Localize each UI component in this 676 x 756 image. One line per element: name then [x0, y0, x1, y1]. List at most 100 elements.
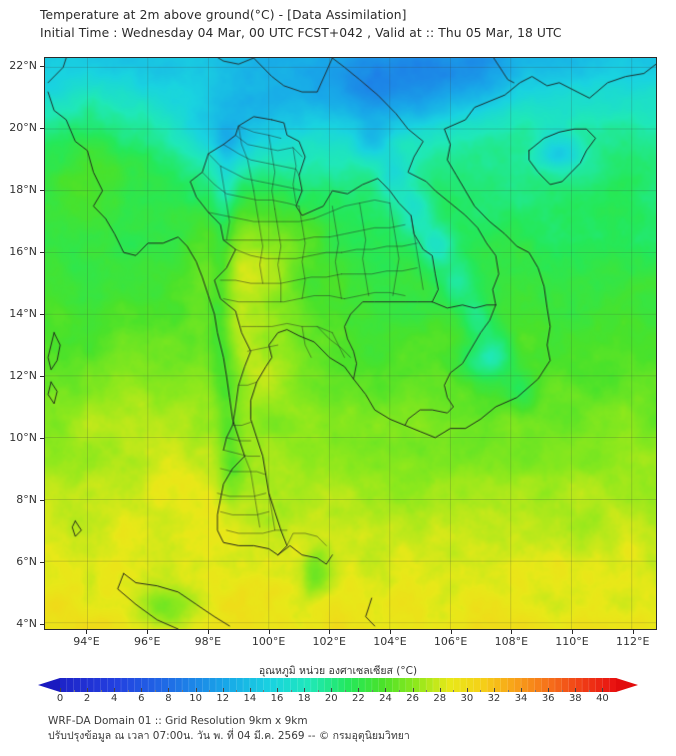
colorbar-tick-mark: [602, 688, 604, 692]
colorbar-minor-tick-mark: [399, 690, 401, 692]
longitude-tick-label: 94°E: [73, 635, 100, 648]
longitude-tick-label: 112°E: [615, 635, 650, 648]
colorbar-tick-mark: [168, 688, 170, 692]
longitude-tick-label: 106°E: [433, 635, 468, 648]
longitude-tick-mark: [86, 630, 88, 634]
colorbar-minor-tick-mark: [453, 690, 455, 692]
longitude-tick-mark: [207, 630, 209, 634]
colorbar-tick-label: 40: [596, 693, 609, 704]
latitude-tick-label: 10°N: [9, 430, 37, 444]
colorbar-tick-mark: [304, 688, 306, 692]
map-plot-area[interactable]: [44, 57, 657, 630]
colorbar-minor-tick-mark: [263, 690, 265, 692]
longitude-tick-label: 108°E: [494, 635, 529, 648]
longitude-tick-label: 96°E: [133, 635, 161, 648]
colorbar-tick-label: 20: [324, 693, 338, 704]
colorbar-minor-tick-mark: [534, 690, 536, 692]
colorbar-tick-label: 26: [406, 693, 419, 704]
colorbar-minor-tick-mark: [236, 690, 238, 692]
chart-header: Temperature at 2m above ground(°C) - [Da…: [40, 6, 660, 42]
latitude-tick-label: 6°N: [16, 554, 37, 568]
colorbar-tick-mark: [412, 688, 414, 692]
colorbar-ticks: 0 2 4 6 8 10 12 14 16 18 20 22 24 26 28 30 32 34 36 38 40: [0, 688, 676, 708]
longitude-tick-label: 110°E: [555, 635, 589, 648]
longitude-tick-label: 98°E: [194, 635, 222, 648]
colorbar-minor-tick-mark: [371, 690, 373, 692]
longitude-tick-label: 104°E: [373, 635, 407, 648]
latitude-tick-label: 14°N: [9, 307, 37, 321]
colorbar-tick-label: 4: [111, 693, 118, 704]
footer-credit-line: ปรับปรุงข้อมูล ณ เวลา 07:00น. วัน พ. ที่…: [48, 730, 410, 742]
colorbar-tick-mark: [358, 688, 360, 692]
longitude-tick-mark: [572, 630, 574, 634]
colorbar-tick-label: 28: [433, 693, 447, 704]
colorbar-minor-tick-mark: [154, 690, 156, 692]
colorbar-tick-mark: [276, 688, 278, 692]
latitude-tick-label: 18°N: [9, 183, 37, 197]
colorbar-tick-mark: [466, 688, 468, 692]
colorbar-tick-label: 36: [541, 693, 555, 704]
colorbar-tick-label: 16: [270, 693, 284, 704]
longitude-tick-mark: [147, 630, 149, 634]
colorbar-tick-label: 38: [568, 693, 582, 704]
colorbar-tick-label: 12: [216, 693, 230, 704]
longitude-tick-mark: [268, 630, 270, 634]
colorbar-minor-tick-mark: [317, 690, 319, 692]
header-time-line: Initial Time : Wednesday 04 Mar, 00 UTC …: [40, 26, 562, 40]
colorbar-tick-mark: [195, 688, 197, 692]
colorbar-tick-label: 2: [83, 693, 91, 704]
colorbar-tick-mark: [493, 688, 495, 692]
latitude-tick-label: 8°N: [16, 492, 37, 506]
colorbar-gradient: [38, 678, 638, 692]
colorbar-tick-label: 14: [243, 693, 257, 704]
colorbar-tick-label: 0: [56, 693, 64, 704]
longitude-tick-mark: [632, 630, 634, 634]
colorbar: อุณหภูมิ หน่วย องศาเซลเซียส (°C) 0 2 4 6 8 10…: [0, 662, 676, 710]
colorbar-minor-tick-mark: [344, 690, 346, 692]
colorbar-tick-mark: [521, 688, 523, 692]
latitude-tick-label: 16°N: [9, 245, 37, 259]
colorbar-minor-tick-mark: [480, 690, 482, 692]
footer-model-line: WRF-DA Domain 01 :: Grid Resolution 9km …: [48, 715, 308, 727]
colorbar-minor-tick-mark: [561, 690, 563, 692]
colorbar-tick-mark: [114, 688, 116, 692]
colorbar-tick-label: 18: [297, 693, 311, 704]
colorbar-tick-label: 8: [165, 693, 172, 704]
colorbar-tick-mark: [249, 688, 251, 692]
header-title-line: Temperature at 2m above ground(°C) - [Da…: [40, 8, 407, 22]
colorbar-minor-tick-mark: [426, 690, 428, 692]
colorbar-minor-tick-mark: [588, 690, 590, 692]
colorbar-tick-mark: [60, 688, 61, 692]
colorbar-tick-label: 32: [487, 693, 501, 704]
colorbar-tick-label: 24: [379, 693, 392, 704]
colorbar-tick-label: 6: [138, 693, 145, 704]
colorbar-title: อุณหภูมิ หน่วย องศาเซลเซียส (°C): [258, 665, 418, 677]
longitude-tick-label: 102°E: [312, 635, 346, 648]
colorbar-tick-mark: [385, 688, 387, 692]
colorbar-minor-tick-mark: [100, 690, 102, 692]
colorbar-tick-label: 22: [351, 693, 365, 704]
longitude-tick-mark: [450, 630, 452, 634]
colorbar-tick-mark: [87, 688, 89, 692]
colorbar-tick-mark: [575, 688, 577, 692]
colorbar-tick-mark: [331, 688, 333, 692]
longitude-tick-mark: [511, 630, 513, 634]
longitude-tick-label: 100°E: [251, 635, 286, 648]
colorbar-tick-label: 10: [189, 693, 202, 704]
colorbar-minor-tick-mark: [507, 690, 509, 692]
colorbar-tick-mark: [548, 688, 550, 692]
chart-footer: WRF-DA Domain 01 :: Grid Resolution 9km …: [48, 714, 648, 744]
colorbar-minor-tick-mark: [127, 690, 129, 692]
longitude-tick-mark: [329, 630, 331, 634]
latitude-tick-label: 22°N: [9, 59, 37, 73]
colorbar-tick-mark: [141, 688, 143, 692]
colorbar-tick-label: 30: [460, 693, 474, 704]
latitude-tick-label: 4°N: [16, 616, 37, 630]
colorbar-tick-label: 34: [514, 693, 528, 704]
latitude-tick-label: 12°N: [9, 369, 37, 383]
colorbar-minor-tick-mark: [182, 690, 184, 692]
temperature-heatmap-canvas: [45, 58, 656, 629]
longitude-tick-mark: [389, 630, 391, 634]
colorbar-minor-tick-mark: [209, 690, 211, 692]
latitude-tick-label: 20°N: [9, 121, 37, 135]
